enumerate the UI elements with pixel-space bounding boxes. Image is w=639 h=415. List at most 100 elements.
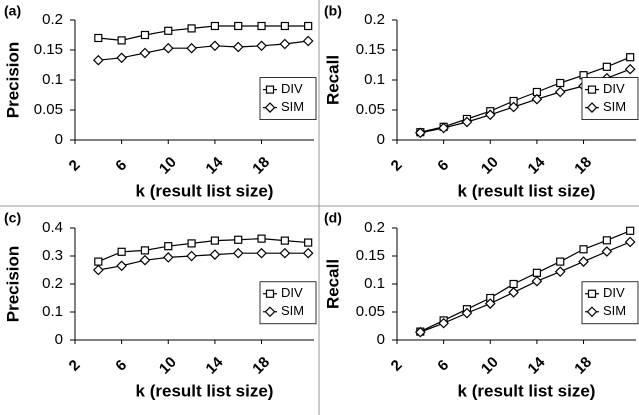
data-point	[601, 246, 613, 257]
y-tick-label: 0.15	[34, 41, 63, 58]
series-line	[420, 56, 631, 133]
legend-label: DIV	[281, 285, 303, 300]
data-point	[116, 52, 127, 64]
legend-box	[581, 77, 639, 120]
data-point	[187, 24, 196, 33]
data-point	[140, 246, 150, 255]
data-point	[94, 33, 103, 43]
data-point	[624, 63, 636, 75]
data-point	[139, 254, 151, 266]
y-axis-title: Recall	[323, 259, 342, 309]
data-point	[186, 250, 197, 262]
series-line	[98, 25, 309, 42]
data-point	[280, 21, 289, 31]
data-point	[602, 236, 611, 245]
data-point	[554, 266, 566, 278]
data-point	[414, 326, 426, 338]
y-tick-label: 0.15	[356, 247, 385, 264]
data-point	[117, 36, 126, 45]
x-axis-title: k (result list size)	[136, 381, 274, 400]
y-tick-label: 0	[55, 131, 63, 148]
data-point	[140, 30, 150, 40]
data-point	[116, 260, 127, 272]
data-point	[92, 54, 104, 66]
data-point	[531, 93, 543, 105]
data-point	[164, 26, 173, 35]
data-point	[438, 317, 449, 329]
data-point	[257, 21, 266, 31]
data-point	[257, 234, 266, 243]
legend-marker	[265, 289, 275, 298]
data-point	[461, 116, 473, 128]
data-point	[602, 62, 611, 71]
data-point	[302, 247, 314, 259]
data-point	[117, 247, 126, 256]
x-axis-title: k (result list size)	[136, 181, 274, 200]
y-tick-label: 0.2	[42, 275, 63, 292]
x-axis-title: k (result list size)	[458, 181, 596, 200]
data-point	[438, 122, 449, 134]
y-axis-title: Precision	[3, 42, 22, 119]
data-point	[554, 86, 566, 98]
legend-marker	[587, 289, 597, 298]
panel-label: (d)	[324, 210, 342, 226]
data-point	[461, 307, 473, 319]
data-point	[232, 247, 244, 259]
data-point	[304, 238, 313, 247]
data-point	[508, 101, 519, 113]
y-tick-label: 0.4	[42, 219, 63, 236]
data-point	[484, 298, 496, 309]
data-point	[624, 236, 636, 248]
y-tick-label: 0.1	[42, 71, 63, 88]
data-point	[579, 245, 588, 254]
data-point	[234, 21, 243, 31]
panel-label: (b)	[324, 3, 342, 19]
data-point	[578, 256, 589, 267]
y-tick-label: 0.05	[356, 101, 385, 118]
legend-marker	[586, 306, 598, 318]
panel-label: (c)	[4, 210, 21, 226]
y-tick-label: 0.2	[364, 11, 385, 28]
data-point	[279, 247, 291, 259]
data-point	[509, 279, 518, 289]
data-point	[94, 257, 103, 266]
data-point	[209, 40, 221, 52]
series-line	[98, 238, 309, 263]
legend-label: SIM	[281, 99, 304, 114]
y-tick-label: 0	[55, 331, 63, 348]
data-point	[210, 236, 220, 245]
data-point	[186, 42, 197, 54]
y-tick-label: 0.1	[42, 303, 63, 320]
panel-label: (a)	[4, 3, 21, 19]
series-line	[420, 241, 631, 333]
legend-marker	[587, 85, 597, 94]
series-line	[98, 40, 309, 61]
series-line	[98, 252, 309, 271]
legend-label: DIV	[281, 81, 303, 96]
data-point	[556, 257, 565, 266]
legend-marker	[265, 85, 275, 94]
data-point	[304, 21, 313, 31]
data-point	[162, 42, 174, 54]
data-point	[256, 40, 267, 52]
data-point	[626, 226, 635, 235]
data-point	[92, 264, 104, 276]
data-point	[556, 78, 565, 88]
data-point	[187, 239, 196, 248]
data-point	[139, 47, 151, 59]
legend-label: DIV	[603, 81, 625, 96]
x-axis-title: k (result list size)	[458, 381, 596, 400]
data-point	[531, 275, 543, 287]
y-tick-label: 0.3	[42, 247, 63, 264]
data-point	[302, 35, 314, 47]
y-tick-label: 0.1	[364, 71, 385, 88]
legend-marker	[264, 102, 276, 113]
legend-label: SIM	[281, 303, 304, 318]
y-tick-label: 0.05	[34, 101, 63, 118]
data-point	[209, 249, 221, 260]
y-axis-title: Precision	[3, 246, 22, 323]
legend-marker	[586, 102, 598, 113]
data-point	[164, 242, 173, 251]
legend-label: SIM	[603, 303, 626, 318]
data-point	[484, 109, 496, 121]
